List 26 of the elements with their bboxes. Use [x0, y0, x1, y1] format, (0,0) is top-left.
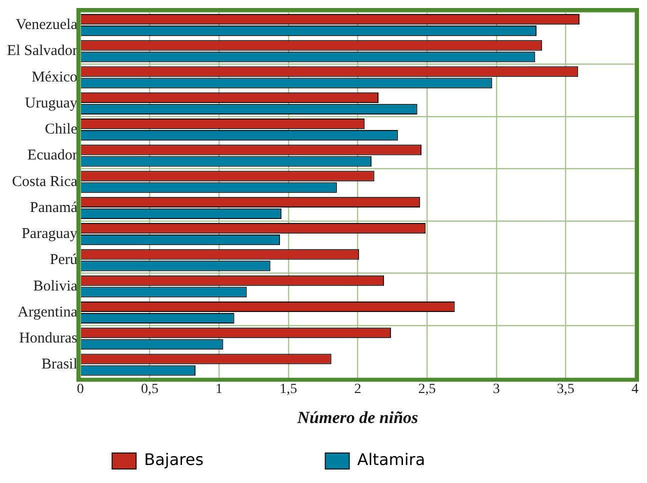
y-tick-label: Venezuela — [16, 17, 78, 33]
legend-label: Altamira — [357, 450, 527, 470]
x-tick-label: 1 — [216, 382, 223, 397]
x-tick-label: 2 — [354, 382, 362, 397]
x-tick-label: 3,5 — [556, 382, 574, 397]
y-tick-label: Paraguay — [22, 226, 78, 242]
x-tick-label: 2,5 — [418, 382, 436, 397]
x-axis-title: Número de niños — [296, 408, 419, 428]
x-tick-label: 1,5 — [280, 382, 298, 397]
x-tick-label: 0 — [76, 382, 84, 397]
y-tick-label: Honduras — [19, 330, 78, 347]
legend-label: Bajares — [144, 450, 306, 470]
y-tick-label: Uruguay — [24, 95, 78, 112]
x-tick-label: 4 — [632, 382, 638, 397]
y-tick-label: Argentina — [18, 304, 78, 320]
y-tick-label: Bolivia — [33, 278, 78, 294]
y-tick-label: Perú — [50, 252, 78, 268]
y-tick-label: Panamá — [30, 200, 78, 216]
y-tick-label: El Salvador — [6, 43, 78, 60]
y-tick-label: Costa Rica — [12, 174, 78, 190]
x-tick-label: 3 — [492, 382, 500, 397]
y-tick-label: Brasil — [42, 356, 78, 373]
y-tick-label: Ecuador — [27, 148, 78, 164]
y-tick-label: Chile — [44, 122, 78, 138]
y-tick-label: México — [32, 69, 78, 86]
x-tick-label: 0,5 — [140, 382, 158, 397]
